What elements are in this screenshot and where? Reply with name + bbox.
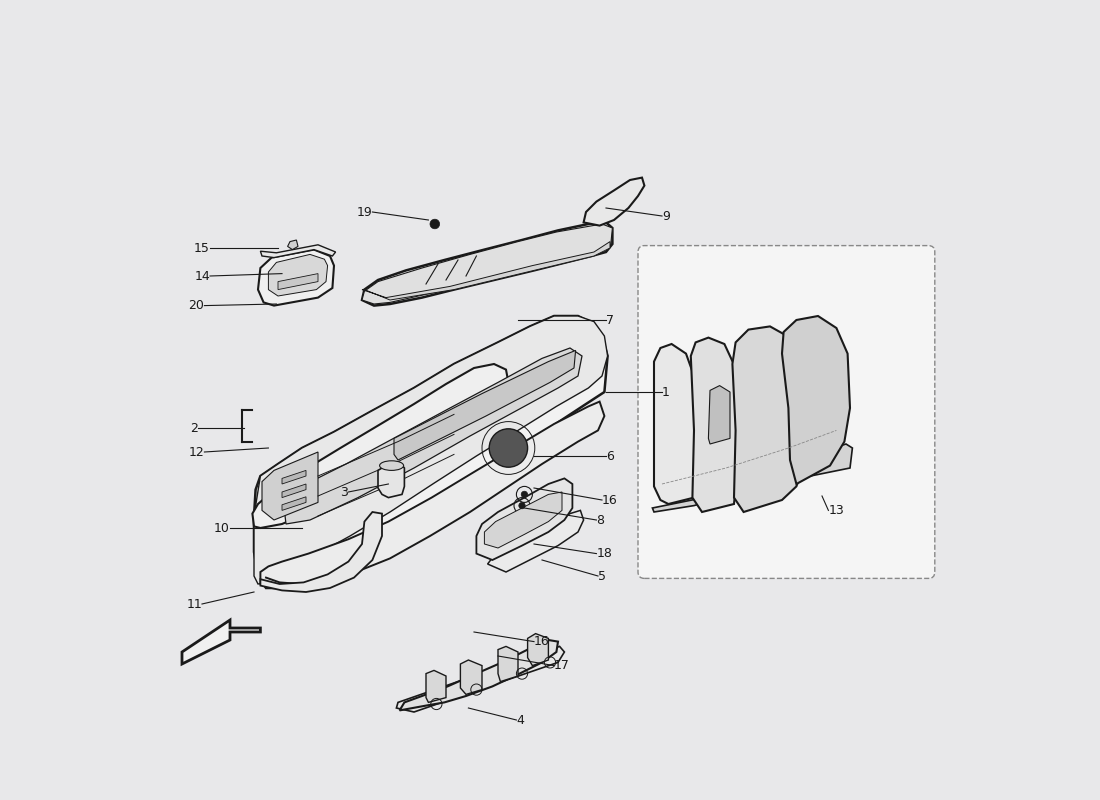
Polygon shape — [399, 640, 558, 710]
Ellipse shape — [379, 461, 404, 470]
Polygon shape — [362, 222, 613, 306]
Polygon shape — [461, 660, 482, 694]
Polygon shape — [268, 254, 328, 296]
Polygon shape — [396, 646, 564, 712]
Polygon shape — [708, 386, 730, 444]
Polygon shape — [498, 646, 518, 682]
Polygon shape — [182, 620, 261, 664]
Polygon shape — [378, 462, 405, 498]
Circle shape — [430, 219, 440, 229]
Text: 6: 6 — [606, 450, 614, 462]
Polygon shape — [285, 348, 582, 524]
Text: 19: 19 — [356, 206, 373, 218]
Polygon shape — [261, 245, 336, 258]
Polygon shape — [282, 470, 306, 484]
Text: 16: 16 — [602, 494, 618, 506]
Text: 11: 11 — [186, 598, 202, 610]
Polygon shape — [394, 350, 575, 460]
Text: 18: 18 — [596, 547, 613, 560]
Polygon shape — [362, 224, 613, 304]
Polygon shape — [426, 670, 446, 702]
Circle shape — [519, 502, 525, 509]
Text: 5: 5 — [598, 570, 606, 582]
Text: 14: 14 — [195, 270, 210, 282]
Text: 17: 17 — [554, 659, 570, 672]
Polygon shape — [733, 326, 806, 512]
Polygon shape — [652, 444, 852, 512]
Polygon shape — [254, 316, 607, 588]
Polygon shape — [252, 364, 508, 528]
Polygon shape — [487, 510, 584, 572]
Text: 12: 12 — [189, 446, 205, 458]
Text: 2: 2 — [190, 422, 198, 434]
Text: 10: 10 — [214, 522, 230, 534]
Text: 3: 3 — [341, 486, 349, 498]
Polygon shape — [282, 484, 306, 498]
Polygon shape — [654, 344, 698, 504]
Polygon shape — [782, 316, 850, 484]
Text: 7: 7 — [606, 314, 614, 326]
Circle shape — [521, 491, 528, 498]
Text: 8: 8 — [596, 514, 604, 526]
Polygon shape — [691, 338, 740, 512]
Polygon shape — [261, 512, 382, 592]
Polygon shape — [476, 478, 572, 560]
Text: 13: 13 — [828, 504, 844, 517]
Polygon shape — [261, 402, 604, 588]
Text: 15: 15 — [194, 242, 210, 254]
Circle shape — [490, 429, 528, 467]
Polygon shape — [362, 242, 611, 300]
Text: 1: 1 — [662, 386, 670, 398]
Text: 9: 9 — [662, 210, 670, 222]
Text: 4: 4 — [516, 714, 525, 726]
Polygon shape — [278, 274, 318, 290]
Text: 20: 20 — [188, 299, 205, 312]
Text: 16: 16 — [534, 635, 550, 648]
Polygon shape — [262, 452, 318, 520]
Polygon shape — [528, 634, 549, 666]
Polygon shape — [282, 497, 306, 510]
Polygon shape — [287, 240, 298, 250]
FancyBboxPatch shape — [638, 246, 935, 578]
Polygon shape — [584, 178, 645, 226]
Polygon shape — [258, 250, 334, 306]
Polygon shape — [484, 492, 562, 548]
Polygon shape — [254, 316, 607, 584]
